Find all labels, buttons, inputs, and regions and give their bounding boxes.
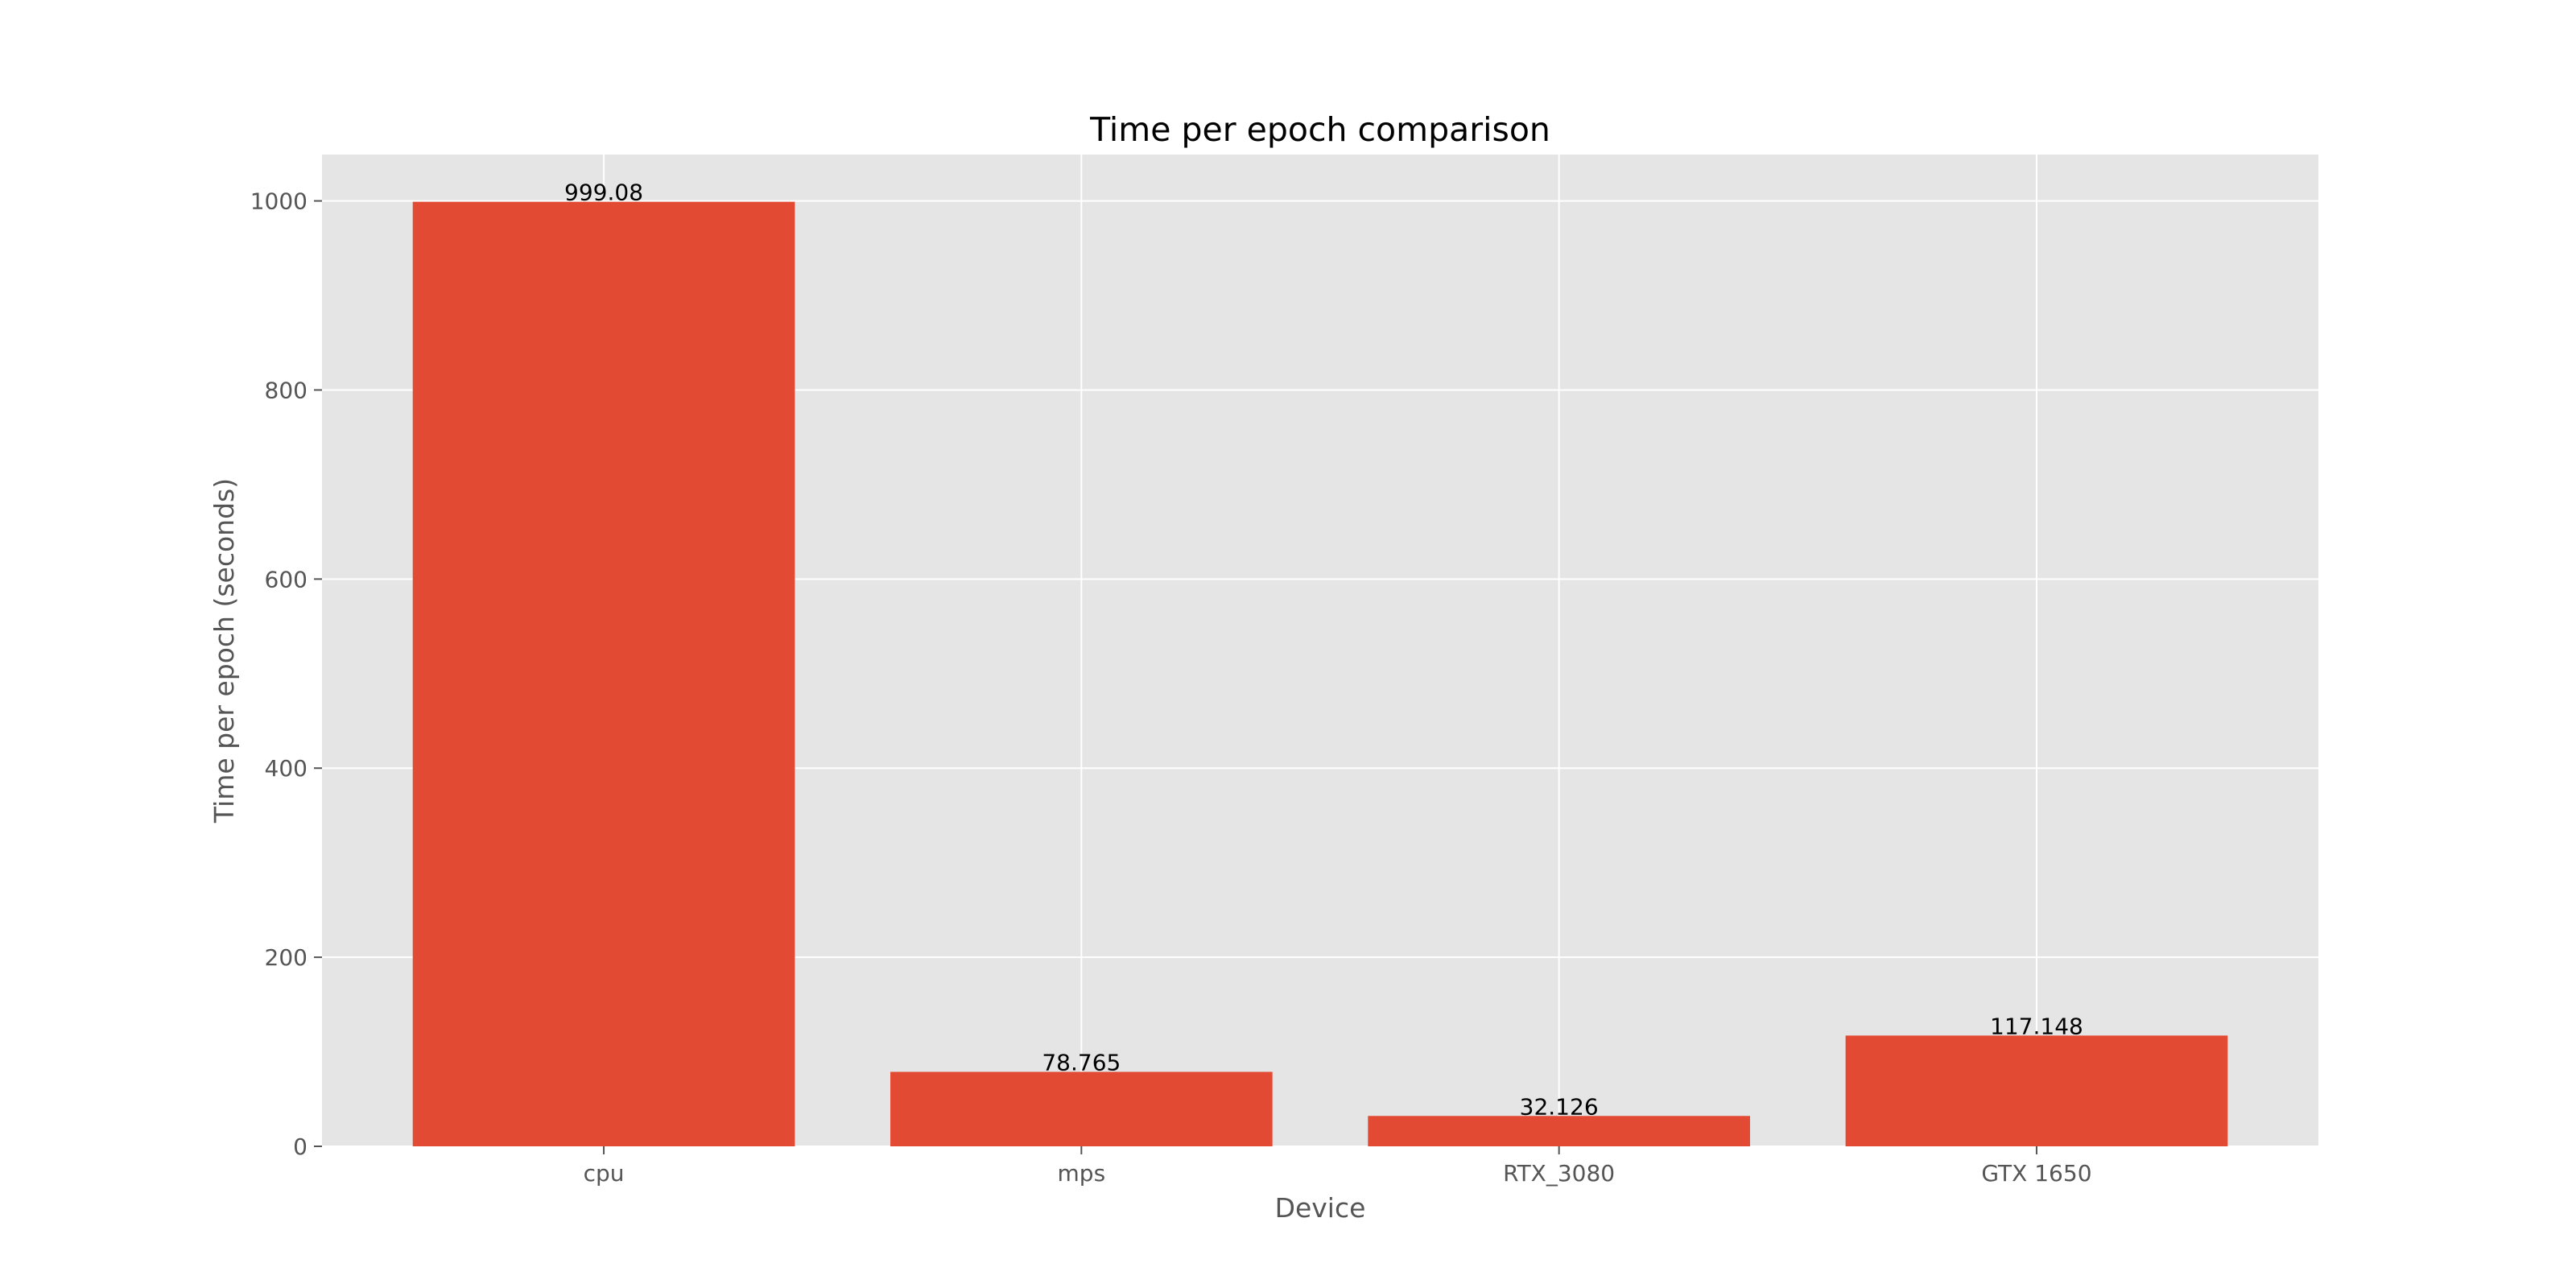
bar-mps [890, 1071, 1273, 1146]
y-tick-label: 1000 [250, 188, 308, 215]
bar-value-label: 117.148 [1990, 1013, 2083, 1039]
y-tick-label: 0 [293, 1133, 308, 1160]
y-axis-ticks: 0 200 400 600 800 1000 [250, 188, 322, 1160]
x-tick-label: mps [1058, 1160, 1106, 1187]
chart-title: Time per epoch comparison [1089, 110, 1550, 149]
y-axis-label: Time per epoch (seconds) [208, 478, 240, 824]
bar-cpu [412, 201, 795, 1146]
y-tick-label: 600 [265, 566, 308, 592]
x-tick-label: cpu [584, 1160, 625, 1187]
y-tick-label: 200 [265, 944, 308, 971]
bars [412, 201, 2228, 1146]
bar-rtx-3080 [1368, 1116, 1750, 1146]
data-labels: 999.08 78.765 32.126 117.148 [564, 180, 2083, 1121]
x-axis-ticks: cpu mps RTX_3080 GTX 1650 [584, 1146, 2092, 1187]
bar-value-label: 32.126 [1520, 1093, 1599, 1120]
y-tick-label: 400 [265, 755, 308, 782]
bar-value-label: 999.08 [564, 180, 643, 206]
bar-gtx-1650 [1845, 1035, 2228, 1146]
y-tick-label: 800 [265, 377, 308, 403]
x-axis-label: Device [1275, 1192, 1366, 1224]
bar-value-label: 78.765 [1042, 1049, 1121, 1075]
x-tick-label: RTX_3080 [1503, 1160, 1615, 1187]
x-tick-label: GTX 1650 [1981, 1160, 2091, 1187]
